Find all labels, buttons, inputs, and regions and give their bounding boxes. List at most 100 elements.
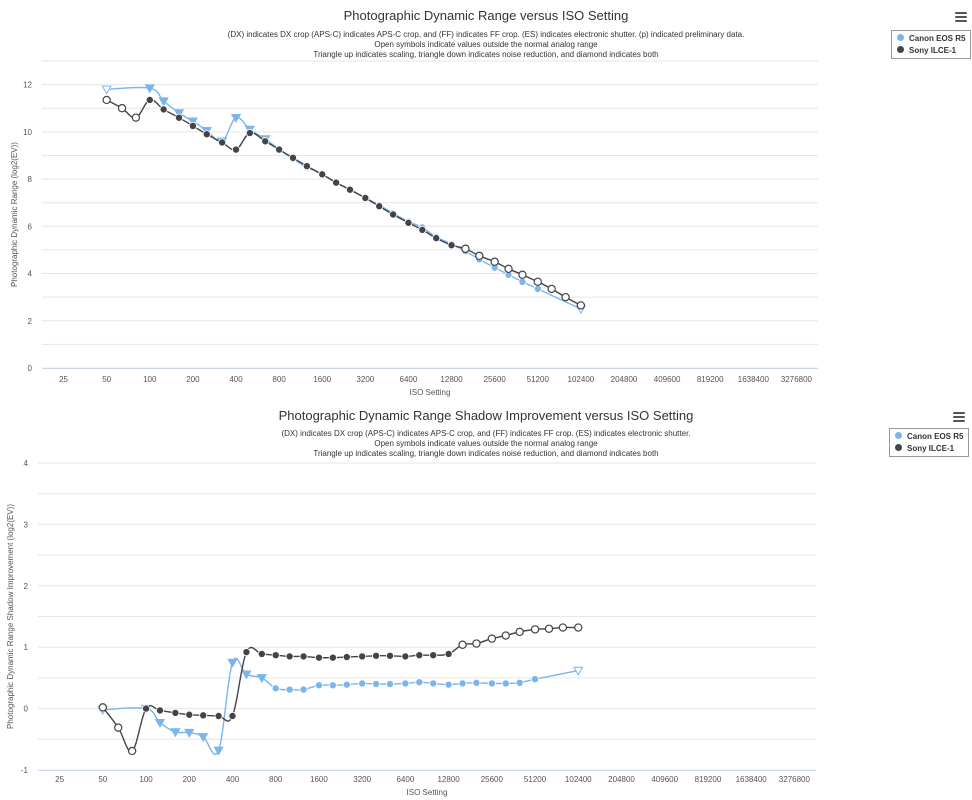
- chart-subtitle-line: Triangle up indicates scaling, triangle …: [313, 449, 659, 458]
- x-tick-label: 3200: [353, 775, 371, 784]
- x-tick-label: 204800: [608, 775, 635, 784]
- x-tick-label: 25: [59, 375, 68, 384]
- data-point: [155, 706, 164, 715]
- y-axis-title: Photographic Dynamic Range (log2(EV)): [10, 142, 19, 287]
- circle-icon: [897, 34, 904, 42]
- hamburger-menu-icon[interactable]: [955, 12, 967, 23]
- data-point: [401, 679, 410, 688]
- x-tick-label: 3276800: [781, 375, 813, 384]
- data-point: [533, 277, 542, 287]
- data-point: [98, 703, 108, 712]
- data-point-triangle-down: [154, 718, 166, 729]
- data-point-triangle-down: [187, 117, 199, 127]
- data-point: [145, 95, 154, 104]
- x-tick-label: 12800: [437, 775, 460, 784]
- data-point: [385, 680, 394, 689]
- data-point: [302, 162, 311, 171]
- data-point: [318, 170, 327, 179]
- data-point: [444, 680, 453, 689]
- legend-item-canon[interactable]: Canon EOS R5: [897, 33, 965, 45]
- data-point: [487, 679, 496, 688]
- data-point: [245, 129, 254, 138]
- dynamic-range-chart: Photographic Dynamic Range versus ISO Se…: [10, 8, 972, 397]
- data-point: [389, 210, 398, 219]
- data-point: [458, 640, 467, 649]
- data-point: [271, 651, 280, 660]
- data-point: [275, 145, 284, 154]
- data-point: [432, 234, 441, 243]
- x-tick-label: 400: [229, 375, 243, 384]
- data-point-triangle-down: [230, 113, 242, 123]
- data-point: [214, 711, 223, 720]
- x-tick-label: 25600: [481, 775, 504, 784]
- data-point: [114, 723, 123, 732]
- x-tick-label: 3200: [356, 375, 374, 384]
- x-tick-label: 6400: [400, 375, 418, 384]
- data-point: [314, 653, 323, 662]
- data-point: [342, 680, 351, 689]
- data-point: [375, 202, 384, 211]
- x-tick-label: 102400: [565, 775, 592, 784]
- series-line: [102, 626, 579, 752]
- data-point: [561, 292, 570, 302]
- data-point: [501, 631, 510, 640]
- data-point: [530, 625, 540, 634]
- data-point: [515, 678, 524, 687]
- data-point: [358, 679, 367, 688]
- y-tick-label: -1: [21, 766, 29, 775]
- data-point: [558, 623, 568, 632]
- data-point: [490, 257, 499, 266]
- data-point: [372, 651, 381, 660]
- data-point-triangle-down: [198, 733, 209, 743]
- legend-item-canon[interactable]: Canon EOS R5: [895, 431, 963, 443]
- hamburger-menu-icon[interactable]: [953, 412, 965, 423]
- x-axis-title: ISO Setting: [410, 388, 451, 397]
- data-point: [444, 649, 453, 658]
- x-tick-label: 50: [98, 775, 107, 784]
- y-tick-label: 4: [24, 459, 29, 468]
- y-tick-label: 8: [28, 175, 33, 184]
- data-point: [202, 130, 211, 139]
- data-point: [288, 153, 297, 162]
- chart-subtitle-line: Open symbols indicate values outside the…: [374, 40, 598, 49]
- data-point: [504, 264, 513, 274]
- x-tick-label: 51200: [524, 775, 547, 784]
- x-tick-label: 1600: [310, 775, 328, 784]
- data-point: [188, 121, 197, 130]
- data-point: [242, 648, 251, 657]
- series-line: [102, 657, 579, 756]
- data-point: [285, 652, 294, 661]
- data-point: [385, 651, 394, 660]
- x-axis-title: ISO Setting: [407, 788, 448, 797]
- x-tick-label: 200: [186, 375, 200, 384]
- x-tick-label: 819200: [695, 775, 722, 784]
- data-point: [271, 684, 280, 693]
- data-point-triangle-down: [227, 658, 238, 668]
- x-tick-label: 200: [183, 775, 197, 784]
- legend-label: Canon EOS R5: [909, 34, 966, 43]
- circle-icon: [895, 444, 902, 452]
- data-point: [299, 685, 308, 694]
- data-point: [461, 244, 470, 253]
- data-point: [429, 651, 438, 660]
- y-tick-label: 0: [28, 364, 33, 373]
- x-tick-label: 25: [55, 775, 64, 784]
- data-point: [175, 113, 184, 122]
- data-point-triangle-down: [213, 746, 224, 756]
- chart-legend: Canon EOS R5 Sony ILCE-1: [889, 428, 970, 457]
- legend-item-sony[interactable]: Sony ILCE-1: [895, 443, 963, 455]
- legend-label: Canon EOS R5: [907, 432, 964, 441]
- data-point: [574, 623, 583, 632]
- legend-item-sony[interactable]: Sony ILCE-1: [897, 45, 965, 57]
- chart-subtitle-line: Open symbols indicate values outside the…: [374, 439, 598, 448]
- x-tick-label: 800: [272, 375, 286, 384]
- data-point: [501, 679, 510, 688]
- x-tick-label: 100: [139, 775, 153, 784]
- data-point: [299, 652, 308, 661]
- data-point: [533, 284, 542, 293]
- data-point: [404, 218, 413, 227]
- data-point: [472, 639, 481, 648]
- data-point: [401, 652, 410, 661]
- data-point-triangle-down: [101, 85, 112, 95]
- x-tick-label: 50: [102, 375, 111, 384]
